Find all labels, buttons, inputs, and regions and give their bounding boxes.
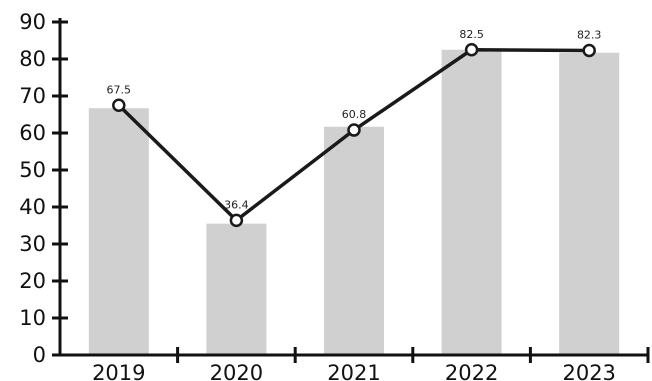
line-point-2020 — [229, 213, 244, 228]
line-point-2019 — [112, 98, 126, 112]
y-tick-label-10: 10 — [19, 306, 46, 330]
y-tick-label-80: 80 — [19, 47, 46, 71]
x-tick-label-2020: 2020 — [210, 361, 263, 381]
y-tick-label-50: 50 — [19, 158, 46, 182]
y-tick-label-90: 90 — [19, 10, 46, 34]
y-tick-label-20: 20 — [19, 269, 46, 293]
bar-group — [88, 49, 620, 356]
y-tick-label-30: 30 — [19, 232, 46, 256]
x-tick-label-2021: 2021 — [327, 361, 380, 381]
data-label-2019: 67.5 — [107, 83, 132, 96]
x-tick-label-2022: 2022 — [445, 361, 498, 381]
axes: 0 10 20 30 40 50 60 70 80 90 2019 2020 2021 2022 2023 — [19, 10, 650, 381]
line-point-2021 — [347, 123, 361, 137]
data-label-2020: 36.4 — [224, 198, 249, 211]
data-label-2022: 82.5 — [459, 28, 484, 41]
line-series — [112, 43, 596, 228]
y-tick-label-60: 60 — [19, 121, 46, 145]
label-group: 67.5 36.4 60.8 82.5 82.3 — [107, 28, 602, 212]
y-tick-label-40: 40 — [19, 195, 46, 219]
line-point-2022 — [464, 43, 479, 57]
bar-2020 — [206, 223, 267, 355]
data-label-2023: 82.3 — [577, 28, 602, 41]
x-tick-label-2019: 2019 — [92, 361, 145, 381]
bar-2022 — [441, 49, 502, 355]
bar-2021 — [324, 126, 384, 356]
x-tick-label-2023: 2023 — [562, 361, 615, 381]
bar-2019 — [88, 108, 149, 356]
bar-2023 — [559, 52, 620, 356]
data-label-2021: 60.8 — [342, 108, 367, 121]
line-point-2023 — [582, 43, 596, 58]
y-tick-label-70: 70 — [19, 84, 46, 108]
y-tick-label-0: 0 — [33, 343, 46, 367]
